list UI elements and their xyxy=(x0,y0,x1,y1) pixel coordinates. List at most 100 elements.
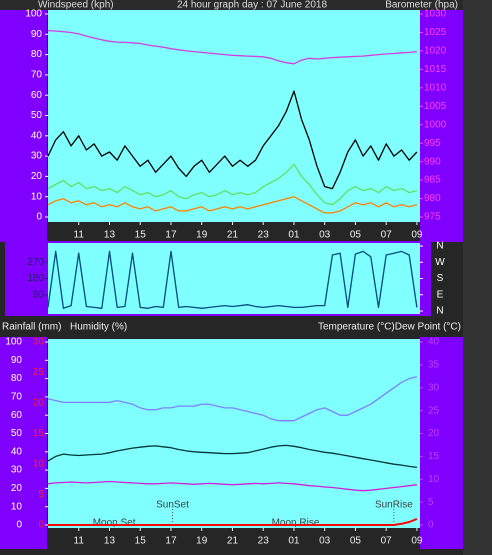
y-tick-label: 70 xyxy=(31,70,43,81)
series-line xyxy=(48,517,418,526)
y-tick-label: 0 xyxy=(36,212,42,223)
y2-tick-label: 975 xyxy=(424,212,441,223)
series-line xyxy=(47,376,418,422)
left-panel-top xyxy=(0,0,47,242)
x-tick-label: 09 xyxy=(411,230,423,241)
x-tick-label: 01 xyxy=(288,230,300,241)
y-tick-label: 30 xyxy=(31,151,43,162)
x-tick-label: 07 xyxy=(381,536,393,547)
x-tick-label: 09 xyxy=(411,536,423,547)
y2-tick-label: E xyxy=(437,289,444,300)
y3-tick-label: 30 xyxy=(33,337,45,348)
humidity-axis-title: Humidity (%) xyxy=(70,322,127,333)
left-panel-bottom xyxy=(0,337,47,549)
y-tick-label: 10 xyxy=(11,501,23,512)
barometer-axis-title: Barometer (hpa) xyxy=(385,0,458,11)
y2-tick-label: 25 xyxy=(428,405,440,416)
y2-tick-label: 30 xyxy=(428,382,440,393)
rain-axis-title: Rainfall (mm) xyxy=(2,322,61,333)
x-tick-label: 17 xyxy=(165,536,177,547)
y2-tick-label: 995 xyxy=(424,138,441,149)
x-tick-label: 07 xyxy=(381,230,393,241)
series-line xyxy=(47,90,418,190)
y-tick-label: 90 xyxy=(11,355,23,366)
y-tick-label: 30 xyxy=(11,465,23,476)
y-tick-label: 50 xyxy=(31,110,43,121)
x-tick-label: 13 xyxy=(104,536,116,547)
temperature-axis-title: Temperature (°C)Dew Point (°C) xyxy=(318,322,461,333)
y2-tick-label: 10 xyxy=(428,474,440,485)
x-tick-label: 01 xyxy=(288,536,300,547)
y-tick-label: 40 xyxy=(31,130,43,141)
y2-tick-label: 1010 xyxy=(424,82,447,93)
x-tick-label: 05 xyxy=(350,536,362,547)
y3-tick-label: 20 xyxy=(33,398,45,409)
y2-tick-label: 990 xyxy=(424,156,441,167)
x-tick-label: 03 xyxy=(319,230,331,241)
y3-tick-label: 10 xyxy=(33,459,45,470)
series-line xyxy=(47,444,417,469)
y-tick-label: 90 xyxy=(31,29,43,40)
y-tick-label: 80 xyxy=(11,373,23,384)
y2-tick-label: 1025 xyxy=(424,27,447,38)
annotation: SunSet xyxy=(156,500,189,511)
x-tick-label: 17 xyxy=(165,230,177,241)
y-tick-label: 20 xyxy=(11,483,23,494)
y-tick-label: 50 xyxy=(11,428,23,439)
x-tick-label: 21 xyxy=(227,536,239,547)
y2-tick-label: 1000 xyxy=(424,119,447,130)
x-tick-label: 13 xyxy=(104,230,116,241)
y2-tick-label: N xyxy=(436,241,443,252)
y2-tick-label: 1005 xyxy=(424,101,447,112)
y2-tick-label: 1015 xyxy=(424,64,447,75)
plot-area xyxy=(48,243,420,314)
y-tick-label: 100 xyxy=(5,337,22,348)
x-tick-label: 19 xyxy=(196,230,208,241)
y2-tick-label: 0 xyxy=(428,520,434,531)
y2-tick-label: 5 xyxy=(428,497,434,508)
y2-tick-label: N xyxy=(436,306,443,317)
right-panel-top xyxy=(420,0,463,242)
y-tick-label: 20 xyxy=(31,171,43,182)
x-tick-label: 11 xyxy=(74,536,85,547)
y3-tick-label: 25 xyxy=(33,367,45,378)
y-tick-label: 100 xyxy=(25,9,42,20)
y2-tick-label: 20 xyxy=(428,428,440,439)
y-tick-label: 60 xyxy=(11,410,23,421)
chart-title: 24 hour graph day : 07 June 2018 xyxy=(177,0,328,11)
series-line xyxy=(47,196,418,214)
y2-tick-label: 980 xyxy=(424,193,441,204)
y2-tick-label: W xyxy=(435,257,445,268)
right-margin xyxy=(463,0,492,555)
y2-tick-label: S xyxy=(437,273,444,284)
x-tick-label: 11 xyxy=(74,230,85,241)
annotation: Moon Set xyxy=(93,518,136,529)
y2-tick-label: 15 xyxy=(428,451,440,462)
x-tick-label: 03 xyxy=(319,536,331,547)
series-line xyxy=(47,480,417,492)
x-tick-label: 21 xyxy=(227,230,239,241)
y3-tick-label: 5 xyxy=(38,489,44,500)
y3-tick-label: 0 xyxy=(38,520,44,531)
plot-area xyxy=(48,339,420,528)
annotation: Moon Rise xyxy=(272,518,320,529)
y-tick-label: 180 xyxy=(27,273,44,284)
series-line xyxy=(47,250,418,309)
y-tick-label: 60 xyxy=(31,90,43,101)
y-tick-label: 70 xyxy=(11,392,23,403)
plot-area xyxy=(48,10,420,222)
x-tick-label: 23 xyxy=(258,536,270,547)
y2-tick-label: 40 xyxy=(428,337,440,348)
series-line xyxy=(47,29,417,65)
y2-tick-label: 1020 xyxy=(424,46,447,57)
y-tick-label: 90 xyxy=(33,289,45,300)
x-tick-label: 23 xyxy=(258,230,270,241)
y2-tick-label: 1030 xyxy=(424,9,447,20)
y-tick-label: 270 xyxy=(27,257,44,268)
y-tick-label: 0 xyxy=(16,520,22,531)
annotation: SunRise xyxy=(375,500,413,511)
header-strip xyxy=(0,0,463,10)
y3-tick-label: 15 xyxy=(33,428,45,439)
y-tick-label: 80 xyxy=(31,49,43,60)
